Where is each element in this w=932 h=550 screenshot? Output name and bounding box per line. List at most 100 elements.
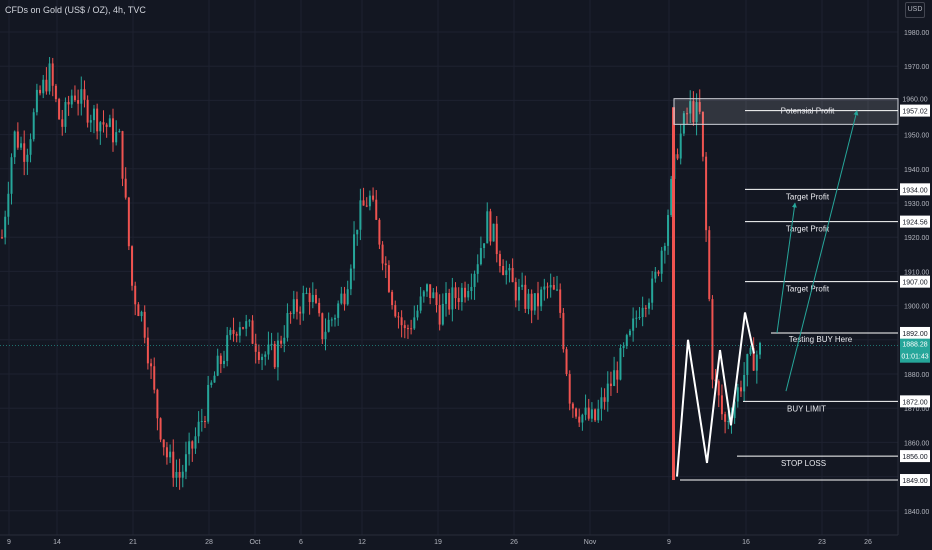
candle-body: [143, 311, 146, 338]
level-price-label: 1957.02: [902, 109, 927, 116]
candle-body: [416, 310, 419, 318]
candle-body: [540, 289, 543, 307]
candle-body: [324, 331, 327, 340]
candle-body: [35, 89, 38, 113]
candle-body: [644, 307, 647, 309]
candle-body: [96, 108, 99, 132]
candle-body: [346, 289, 349, 305]
candle-body: [197, 421, 200, 437]
candle-body: [134, 285, 137, 305]
candle-body: [660, 250, 663, 274]
candle-body: [651, 278, 654, 303]
y-tick-label: 1970.00: [904, 64, 929, 71]
candle-body: [54, 85, 57, 100]
candle-body: [23, 143, 26, 162]
candle-body: [486, 211, 489, 244]
candle-body: [581, 414, 584, 423]
candle-body: [150, 363, 153, 367]
level-price-tag: [900, 395, 930, 408]
candle-body: [759, 343, 761, 355]
x-tick-label: 21: [129, 539, 137, 546]
candle-body: [394, 305, 397, 317]
candle-body: [178, 471, 181, 478]
candle-body: [483, 243, 486, 249]
profit-zone-box: [673, 98, 899, 125]
candle-body: [682, 113, 685, 134]
candle-body: [647, 302, 650, 309]
candle-body: [521, 284, 524, 287]
x-tick-label: 6: [299, 539, 303, 546]
candle-body: [606, 383, 609, 402]
y-tick-label: 1860.00: [904, 440, 929, 447]
candle-body: [334, 317, 337, 320]
candle-body: [600, 397, 603, 409]
candle-body: [467, 290, 470, 298]
candle-body: [755, 354, 758, 371]
x-tick-label: 23: [818, 539, 826, 546]
level-label: BUY LIMIT: [787, 404, 826, 413]
candle-body: [194, 436, 197, 449]
candle-body: [245, 321, 248, 329]
candle-body: [429, 284, 432, 299]
candle-body: [235, 333, 238, 336]
candle-body: [613, 370, 616, 387]
x-tick-label: 28: [205, 539, 213, 546]
candle-body: [124, 178, 127, 198]
candle-body: [349, 268, 352, 290]
candle-body: [242, 327, 245, 329]
y-tick-label: 1870.00: [904, 406, 929, 413]
candle-body: [89, 120, 92, 123]
candle-body: [29, 139, 32, 155]
candle-body: [609, 383, 612, 387]
x-tick-label: Oct: [250, 539, 261, 546]
candle-body: [353, 234, 356, 269]
candle-body: [42, 79, 45, 94]
candle-body: [318, 302, 321, 314]
candle-body: [165, 447, 168, 458]
candle-body: [441, 303, 444, 325]
candle-body: [479, 248, 482, 265]
candle-body: [717, 381, 720, 396]
candle-body: [527, 293, 530, 309]
candle-body: [622, 346, 625, 348]
candle-body: [270, 343, 273, 345]
candle-body: [575, 408, 578, 417]
currency-button[interactable]: USD: [905, 2, 925, 18]
y-tick-label: 1840.00: [904, 509, 929, 516]
candle-body: [641, 307, 644, 318]
level-price-tag: [900, 104, 930, 117]
candle-body: [181, 471, 184, 478]
candle-body: [689, 101, 692, 114]
y-tick-label: 1900.00: [904, 304, 929, 311]
candle-body: [80, 89, 83, 104]
candle-body: [625, 335, 628, 347]
candle-body: [302, 292, 305, 314]
candle-body: [264, 354, 267, 357]
candle-body: [108, 118, 111, 127]
candle-body: [549, 285, 552, 288]
candle-body: [432, 292, 435, 299]
x-tick-label: 9: [7, 539, 11, 546]
candle-body: [711, 299, 714, 380]
candle-body: [457, 298, 460, 303]
level-label: Target Profit: [786, 285, 830, 294]
candle-body: [667, 215, 670, 246]
candle-body: [45, 79, 48, 92]
candle-body: [26, 154, 29, 162]
level-label: Target Profit: [786, 192, 830, 201]
symbol-title: CFDs on Gold (US$ / OZ), 4h, TVC: [5, 5, 146, 15]
candle-body: [226, 335, 229, 361]
x-tick-label: 12: [358, 539, 366, 546]
candle-body: [413, 317, 416, 329]
zone-price-tag: [900, 93, 930, 104]
candle-body: [58, 99, 61, 120]
candle-body: [654, 271, 657, 279]
candle-body: [511, 268, 514, 283]
candle-body: [492, 223, 495, 242]
candle-body: [295, 299, 298, 312]
candle-body: [454, 287, 457, 299]
candle-body: [1, 237, 3, 239]
y-tick-label: 1910.00: [904, 269, 929, 276]
candle-body: [169, 451, 172, 458]
